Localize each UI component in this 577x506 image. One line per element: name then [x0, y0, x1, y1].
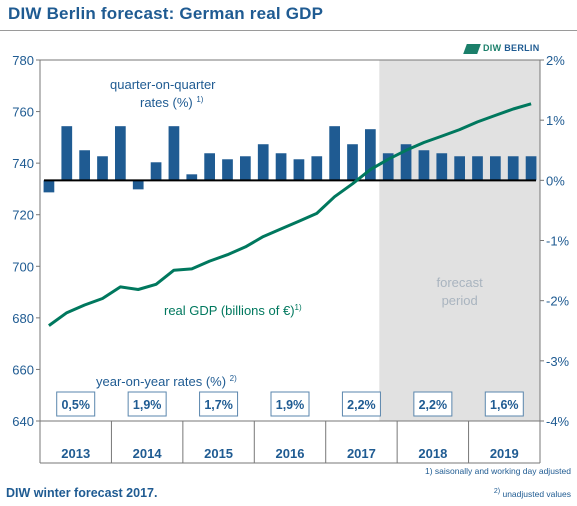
qoq-bar [150, 162, 162, 181]
qoq-bar [293, 159, 305, 181]
qoq-bar [186, 174, 198, 181]
forecast-region [379, 60, 540, 421]
qoq-bar [472, 156, 483, 181]
left-tick-label: 640 [12, 414, 34, 429]
yoy-box [341, 391, 381, 417]
yoy-value: 1,9% [276, 398, 305, 412]
qoq-bar [275, 153, 287, 181]
forecast-label-2: period [442, 293, 478, 308]
yoy-value: 1,7% [204, 398, 233, 412]
qoq-bar [115, 126, 126, 181]
yoy-value: 0,5% [61, 398, 90, 412]
forecast-label: forecast [437, 275, 484, 290]
yoy-box [484, 391, 524, 417]
qoq-bar [329, 126, 340, 181]
qoq-bar [311, 156, 323, 181]
chart-title: DIW Berlin forecast: German real GDP [8, 4, 324, 23]
yoy-box [56, 391, 96, 417]
qoq-bar [454, 156, 465, 181]
yoy-value: 1,6% [490, 398, 519, 412]
year-label: 2016 [276, 446, 305, 461]
left-tick-label: 700 [12, 259, 34, 274]
qoq-bar [222, 159, 233, 181]
yoy-value: 1,9% [133, 398, 162, 412]
qoq-bar [43, 180, 55, 193]
qoq-bar [400, 144, 412, 181]
qoq-bar [365, 129, 376, 181]
qoq-bar [507, 156, 519, 181]
qoq-bar [204, 153, 215, 181]
qoq-bar [61, 126, 73, 181]
yoy-box [199, 391, 239, 417]
right-tick-label: 0% [546, 173, 565, 188]
qoq-bar [525, 156, 537, 181]
left-tick-label: 760 [12, 105, 34, 120]
yoy-box [127, 391, 167, 417]
qoq-bar [168, 126, 180, 181]
right-tick-label: 1% [546, 113, 565, 128]
qoq-bar [240, 156, 251, 181]
right-tick-label: -1% [546, 234, 570, 249]
yoy-box [270, 391, 310, 417]
right-tick-label: -3% [546, 354, 570, 369]
yoy-value: 2,2% [419, 398, 448, 412]
qoq-bar [132, 180, 144, 190]
yoy-box [413, 391, 453, 417]
yoy-value: 2,2% [347, 398, 376, 412]
left-tick-label: 740 [12, 156, 34, 171]
qoq-bar [79, 150, 90, 181]
title-divider [0, 30, 577, 31]
right-tick-label: -4% [546, 414, 570, 429]
right-tick-label: -2% [546, 294, 570, 309]
qoq-bar [347, 144, 358, 181]
qoq-bar [490, 156, 501, 181]
qoq-label-2: rates (%) 1) [140, 95, 204, 110]
year-label: 2013 [61, 446, 90, 461]
real-gdp-line [48, 102, 532, 327]
diw-logo: DIW BERLIN [463, 43, 539, 55]
qoq-label: quarter-on-quarter [110, 77, 216, 92]
qoq-bar [418, 150, 430, 181]
year-label: 2018 [418, 446, 447, 461]
left-tick-label: 660 [12, 362, 34, 377]
yoy-label: year-on-year rates (%) 2) [96, 374, 237, 389]
gdp-label: real GDP (billions of €)1) [164, 303, 302, 318]
year-label: 2019 [490, 446, 519, 461]
qoq-bar [436, 153, 448, 181]
left-tick-label: 780 [12, 53, 34, 68]
source-note: DIW winter forecast 2017. [6, 486, 158, 500]
right-tick-label: 2% [546, 53, 565, 68]
left-tick-label: 720 [12, 208, 34, 223]
qoq-bar [97, 156, 108, 181]
footnote-2: 2) unadjusted values [493, 488, 571, 499]
footnote-1: 1) saisonally and working day adjusted [424, 466, 571, 476]
year-label: 2014 [133, 446, 163, 461]
qoq-bar [257, 144, 269, 181]
left-tick-label: 680 [12, 311, 34, 326]
year-label: 2017 [347, 446, 376, 461]
logo-text: DIW BERLIN [483, 43, 540, 53]
year-label: 2015 [204, 446, 233, 461]
qoq-bar [382, 153, 394, 181]
